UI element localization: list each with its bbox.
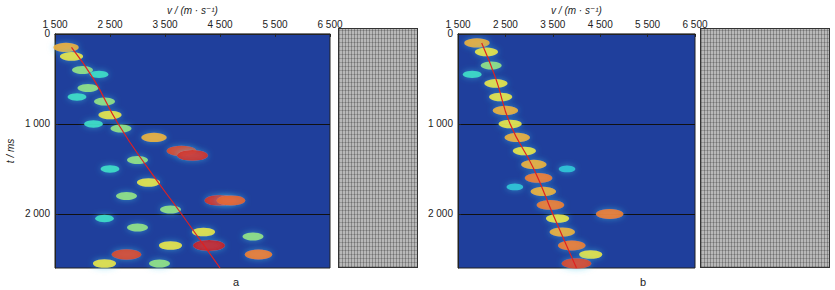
svg-text:3 500: 3 500 bbox=[540, 19, 565, 30]
svg-text:3 500: 3 500 bbox=[152, 19, 177, 30]
svg-text:2 500: 2 500 bbox=[493, 19, 518, 30]
svg-text:v / (m · s⁻¹): v / (m · s⁻¹) bbox=[167, 5, 218, 16]
svg-text:6 500: 6 500 bbox=[682, 19, 708, 31]
svg-text:2 000: 2 000 bbox=[428, 208, 453, 219]
svg-text:a: a bbox=[233, 276, 240, 288]
svg-text:0: 0 bbox=[44, 28, 50, 40]
svg-text:5 500: 5 500 bbox=[262, 19, 287, 30]
svg-text:1 000: 1 000 bbox=[25, 118, 50, 129]
svg-text:1 500: 1 500 bbox=[42, 19, 67, 30]
svg-text:2 500: 2 500 bbox=[97, 19, 122, 30]
svg-text:6 500: 6 500 bbox=[317, 19, 343, 31]
svg-text:4 500: 4 500 bbox=[588, 19, 613, 30]
svg-text:1 000: 1 000 bbox=[428, 118, 453, 129]
svg-text:0: 0 bbox=[447, 28, 453, 40]
svg-text:4 500: 4 500 bbox=[207, 19, 232, 30]
svg-text:b: b bbox=[640, 276, 646, 288]
svg-text:2 000: 2 000 bbox=[25, 208, 50, 219]
svg-text:1 500: 1 500 bbox=[445, 19, 470, 30]
svg-text:v / (m · s⁻¹): v / (m · s⁻¹) bbox=[551, 5, 602, 16]
svg-text:5 500: 5 500 bbox=[635, 19, 660, 30]
svg-text:t / ms: t / ms bbox=[5, 139, 16, 163]
